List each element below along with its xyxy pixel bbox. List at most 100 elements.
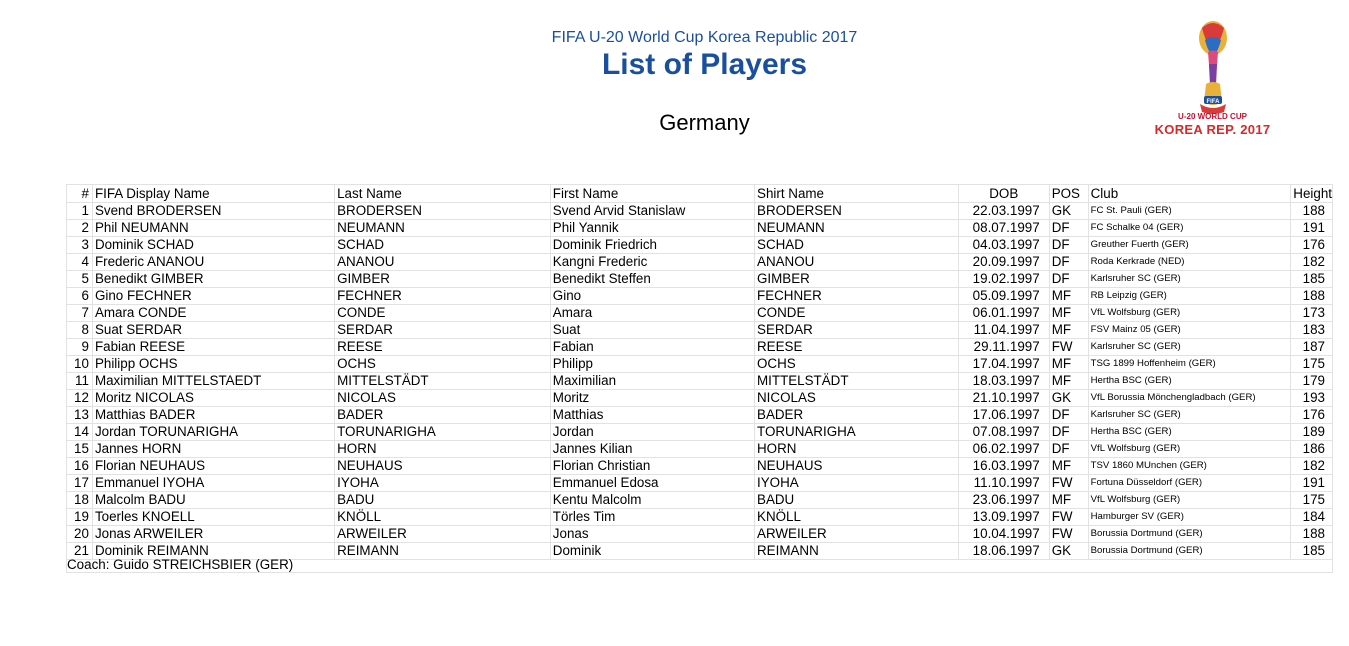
player-last-name: FECHNER bbox=[334, 287, 551, 305]
player-last-name: TORUNARIGHA bbox=[334, 423, 551, 441]
player-first-name: Jonas bbox=[549, 525, 756, 543]
player-height: 193 bbox=[1290, 389, 1333, 407]
player-first-name: Matthias bbox=[549, 406, 756, 424]
player-last-name: SERDAR bbox=[334, 321, 551, 339]
tournament-trophy-logo: FIFA bbox=[1199, 21, 1227, 114]
player-position: GK bbox=[1048, 542, 1089, 560]
player-position: DF bbox=[1048, 423, 1089, 441]
player-last-name: ARWEILER bbox=[334, 525, 551, 543]
player-position: GK bbox=[1048, 389, 1089, 407]
player-last-name: OCHS bbox=[334, 355, 551, 373]
player-club: VfL Wolfsburg (GER) bbox=[1087, 304, 1292, 322]
player-display-name: Frederic ANANOU bbox=[91, 253, 336, 271]
player-dob: 22.03.1997 bbox=[957, 202, 1050, 220]
player-club: Fortuna Düsseldorf (GER) bbox=[1087, 474, 1292, 492]
table-row: 4 Frederic ANANOU ANANOU Kangni Frederic ANA… bbox=[66, 253, 1333, 271]
player-club: Karlsruher SC (GER) bbox=[1087, 270, 1292, 288]
table-row: 9 Fabian REESE REESE Fabian REESE 29.11.1997 F… bbox=[66, 338, 1333, 356]
player-number: 5 bbox=[66, 270, 93, 288]
player-club: Greuther Fuerth (GER) bbox=[1087, 236, 1292, 254]
player-display-name: Toerles KNOELL bbox=[91, 508, 336, 526]
player-height: 182 bbox=[1290, 457, 1333, 475]
player-last-name: REESE bbox=[334, 338, 551, 356]
player-height: 176 bbox=[1290, 236, 1333, 254]
player-number: 1 bbox=[66, 202, 93, 220]
player-first-name: Dominik bbox=[549, 542, 756, 560]
player-last-name: IYOHA bbox=[334, 474, 551, 492]
player-club: Hamburger SV (GER) bbox=[1087, 508, 1292, 526]
table-row: 6 Gino FECHNER FECHNER Gino FECHNER 05.09.199… bbox=[66, 287, 1333, 305]
player-dob: 08.07.1997 bbox=[957, 219, 1050, 237]
player-position: MF bbox=[1048, 491, 1089, 509]
player-height: 191 bbox=[1290, 219, 1333, 237]
player-last-name: BADER bbox=[334, 406, 551, 424]
player-dob: 19.02.1997 bbox=[957, 270, 1050, 288]
player-number: 4 bbox=[66, 253, 93, 271]
table-row: 5 Benedikt GIMBER GIMBER Benedikt Steffen GI… bbox=[66, 270, 1333, 288]
player-last-name: GIMBER bbox=[334, 270, 551, 288]
player-number: 17 bbox=[66, 474, 93, 492]
player-height: 183 bbox=[1290, 321, 1333, 339]
player-first-name: Kentu Malcolm bbox=[549, 491, 756, 509]
player-dob: 06.01.1997 bbox=[957, 304, 1050, 322]
col-header-first-name: First Name bbox=[549, 184, 756, 203]
player-club: FC Schalke 04 (GER) bbox=[1087, 219, 1292, 237]
player-number: 12 bbox=[66, 389, 93, 407]
player-height: 176 bbox=[1290, 406, 1333, 424]
player-first-name: Suat bbox=[549, 321, 756, 339]
coach-line: Coach: Guido STREICHSBIER (GER) bbox=[66, 556, 1333, 573]
table-row: 16 Florian NEUHAUS NEUHAUS Florian Christia… bbox=[66, 457, 1333, 475]
player-number: 19 bbox=[66, 508, 93, 526]
player-first-name: Jordan bbox=[549, 423, 756, 441]
player-dob: 05.09.1997 bbox=[957, 287, 1050, 305]
trophy-swirl-icon bbox=[1202, 23, 1224, 50]
player-number: 3 bbox=[66, 236, 93, 254]
player-number: 9 bbox=[66, 338, 93, 356]
player-number: 13 bbox=[66, 406, 93, 424]
player-position: FW bbox=[1048, 474, 1089, 492]
table-row: 10 Philipp OCHS OCHS Philipp OCHS 17.04.1997 M… bbox=[66, 355, 1333, 373]
player-height: 191 bbox=[1290, 474, 1333, 492]
player-first-name: Amara bbox=[549, 304, 756, 322]
table-row: 12 Moritz NICOLAS NICOLAS Moritz NICOLAS 21.1… bbox=[66, 389, 1333, 407]
player-last-name: NICOLAS bbox=[334, 389, 551, 407]
logo-line-2: KOREA REP. 2017 bbox=[1154, 122, 1271, 137]
player-number: 21 bbox=[66, 542, 93, 560]
player-display-name: Philipp OCHS bbox=[91, 355, 336, 373]
player-display-name: Matthias BADER bbox=[91, 406, 336, 424]
player-display-name: Svend BRODERSEN bbox=[91, 202, 336, 220]
player-shirt-name: NEUHAUS bbox=[754, 457, 959, 475]
player-last-name: KNÖLL bbox=[334, 508, 551, 526]
player-first-name: Gino bbox=[549, 287, 756, 305]
player-club: Borussia Dortmund (GER) bbox=[1087, 542, 1292, 560]
player-shirt-name: SCHAD bbox=[754, 236, 959, 254]
player-height: 188 bbox=[1290, 202, 1333, 220]
player-position: MF bbox=[1048, 304, 1089, 322]
player-height: 189 bbox=[1290, 423, 1333, 441]
player-height: 185 bbox=[1290, 542, 1333, 560]
player-shirt-name: OCHS bbox=[754, 355, 959, 373]
table-header-row: # FIFA Display Name Last Name First Name… bbox=[66, 184, 1333, 203]
player-first-name: Kangni Frederic bbox=[549, 253, 756, 271]
player-last-name: CONDE bbox=[334, 304, 551, 322]
player-shirt-name: BADU bbox=[754, 491, 959, 509]
player-position: FW bbox=[1048, 338, 1089, 356]
table-row: 14 Jordan TORUNARIGHA TORUNARIGHA Jordan TOR… bbox=[66, 423, 1333, 441]
event-title: FIFA U-20 World Cup Korea Republic 2017 bbox=[551, 29, 858, 46]
player-height: 186 bbox=[1290, 440, 1333, 458]
player-shirt-name: NICOLAS bbox=[754, 389, 959, 407]
player-club: Borussia Dortmund (GER) bbox=[1087, 525, 1292, 543]
player-shirt-name: REIMANN bbox=[754, 542, 959, 560]
player-position: DF bbox=[1048, 440, 1089, 458]
player-dob: 29.11.1997 bbox=[957, 338, 1050, 356]
player-position: DF bbox=[1048, 236, 1089, 254]
player-number: 6 bbox=[66, 287, 93, 305]
col-header-club: Club bbox=[1087, 184, 1292, 203]
player-club: VfL Wolfsburg (GER) bbox=[1087, 491, 1292, 509]
player-height: 188 bbox=[1290, 287, 1333, 305]
player-position: FW bbox=[1048, 525, 1089, 543]
player-position: DF bbox=[1048, 270, 1089, 288]
col-header-number: # bbox=[66, 184, 93, 203]
country-name: Germany bbox=[659, 110, 750, 135]
player-club: FC St. Pauli (GER) bbox=[1087, 202, 1292, 220]
